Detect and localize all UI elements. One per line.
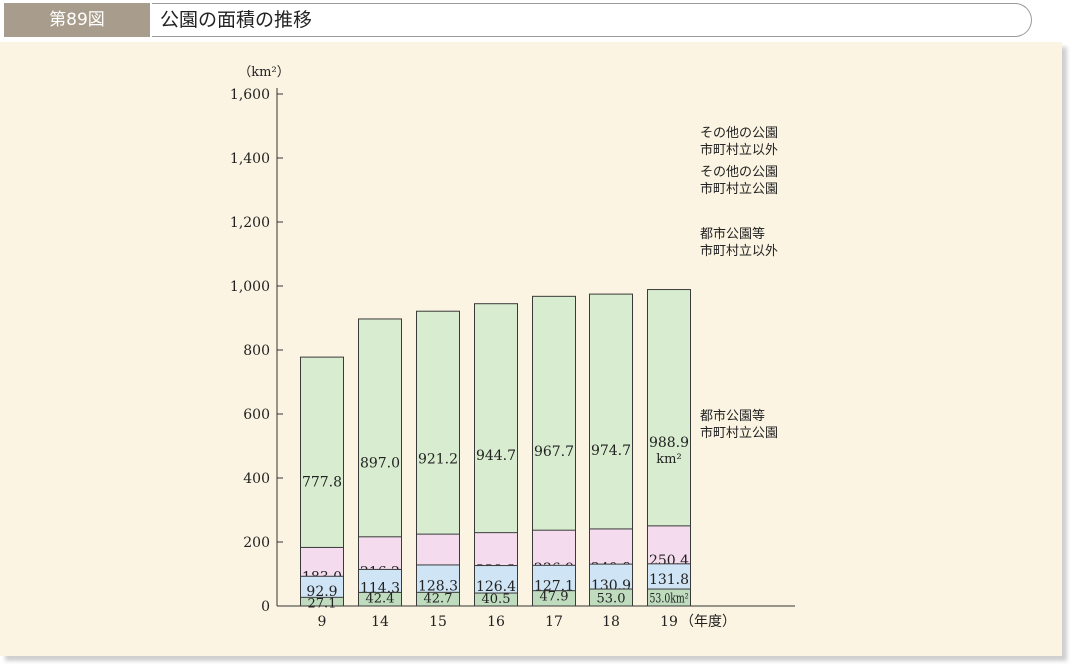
x-tick-label: 9 (318, 614, 327, 630)
bar-segment (589, 588, 633, 607)
y-tick-label: 600 (243, 407, 270, 423)
chart-panel (0, 42, 1062, 656)
x-unit-label: （年度） (680, 614, 736, 630)
y-tick-label: 1,600 (230, 87, 270, 103)
data-label-unit: km² (656, 452, 681, 467)
axes: 0 200 400 600 800 1,000 1,200 1,400 1,600 （km²） 9 1… (230, 65, 795, 630)
y-tick-label: 200 (243, 535, 270, 551)
title-box: 公園の面積の推移 (152, 3, 1032, 37)
data-label: 42.4 (366, 591, 395, 606)
y-tick-label: 1,200 (230, 215, 270, 231)
data-label: 40.5 (482, 592, 511, 607)
data-label: 47.9 (540, 590, 569, 605)
x-tick-label: 19 (660, 614, 678, 630)
bar-segment (300, 596, 344, 607)
series-annotation: 市町村立以外 (700, 243, 778, 259)
series-annotation: 市町村立公園 (700, 425, 778, 441)
data-label: 53.0 (597, 592, 626, 607)
data-label: 921.2 (418, 452, 458, 468)
y-tick-label: 1,000 (230, 279, 270, 295)
data-label: 897.0 (360, 455, 400, 471)
bar-segment (358, 591, 402, 607)
data-label: 967.7 (534, 444, 574, 460)
data-label: 944.7 (476, 448, 516, 464)
bars: 777.8183.092.927.1897.0216.2114.342.4921… (300, 289, 691, 611)
series-annotation: 都市公園等 (700, 226, 765, 242)
data-label: 777.8 (302, 475, 342, 491)
bar-segment (532, 590, 576, 607)
data-label: 988.9 (649, 435, 689, 451)
x-tick-label: 18 (602, 614, 620, 630)
data-label: 128.3 (418, 578, 458, 594)
bar-segment (474, 592, 518, 607)
x-tick-label: 14 (371, 614, 389, 630)
y-tick-label: 0 (261, 599, 270, 615)
figure-header: 第89図 公園の面積の推移 (0, 0, 1072, 42)
series-annotation: 市町村立以外 (700, 142, 778, 158)
bar-segment (647, 588, 691, 607)
y-tick-label: 1,400 (230, 151, 270, 167)
data-label: 53.0km² (650, 592, 689, 607)
bar-segment (416, 591, 460, 607)
series-annotation: 都市公園等 (700, 408, 765, 424)
figure-title: 公園の面積の推移 (160, 9, 313, 31)
series-annotation: その他の公園 (700, 126, 778, 141)
legend-annotations: その他の公園市町村立以外その他の公園市町村立公園都市公園等市町村立以外都市公園等… (700, 126, 778, 441)
y-tick-label: 800 (243, 343, 270, 359)
data-label: 974.7 (591, 443, 631, 459)
x-tick-label: 15 (429, 614, 447, 630)
x-tick-label: 16 (487, 614, 505, 630)
data-label: 92.9 (306, 584, 337, 600)
data-label: 27.1 (308, 596, 337, 611)
y-tick-label: 400 (243, 471, 270, 487)
data-label: 131.8 (649, 572, 689, 588)
figure-number: 第89図 (4, 3, 150, 37)
x-tick-label: 17 (545, 614, 563, 630)
data-label: 42.7 (424, 591, 453, 606)
series-annotation: 市町村立公園 (700, 181, 778, 197)
y-unit-label: （km²） (238, 65, 289, 80)
series-annotation: その他の公園 (700, 165, 778, 180)
data-label: 126.4 (476, 579, 516, 595)
